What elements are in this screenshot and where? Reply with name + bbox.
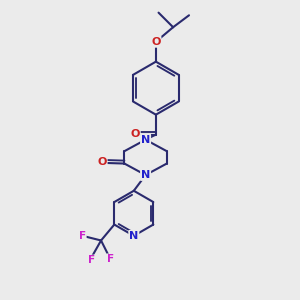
Text: N: N xyxy=(141,170,150,180)
Text: O: O xyxy=(130,129,140,139)
Text: N: N xyxy=(129,231,138,241)
Text: O: O xyxy=(151,37,160,47)
Text: O: O xyxy=(97,157,107,167)
Text: F: F xyxy=(107,254,114,264)
Text: F: F xyxy=(79,232,86,242)
Text: N: N xyxy=(141,135,150,145)
Text: F: F xyxy=(88,255,95,266)
